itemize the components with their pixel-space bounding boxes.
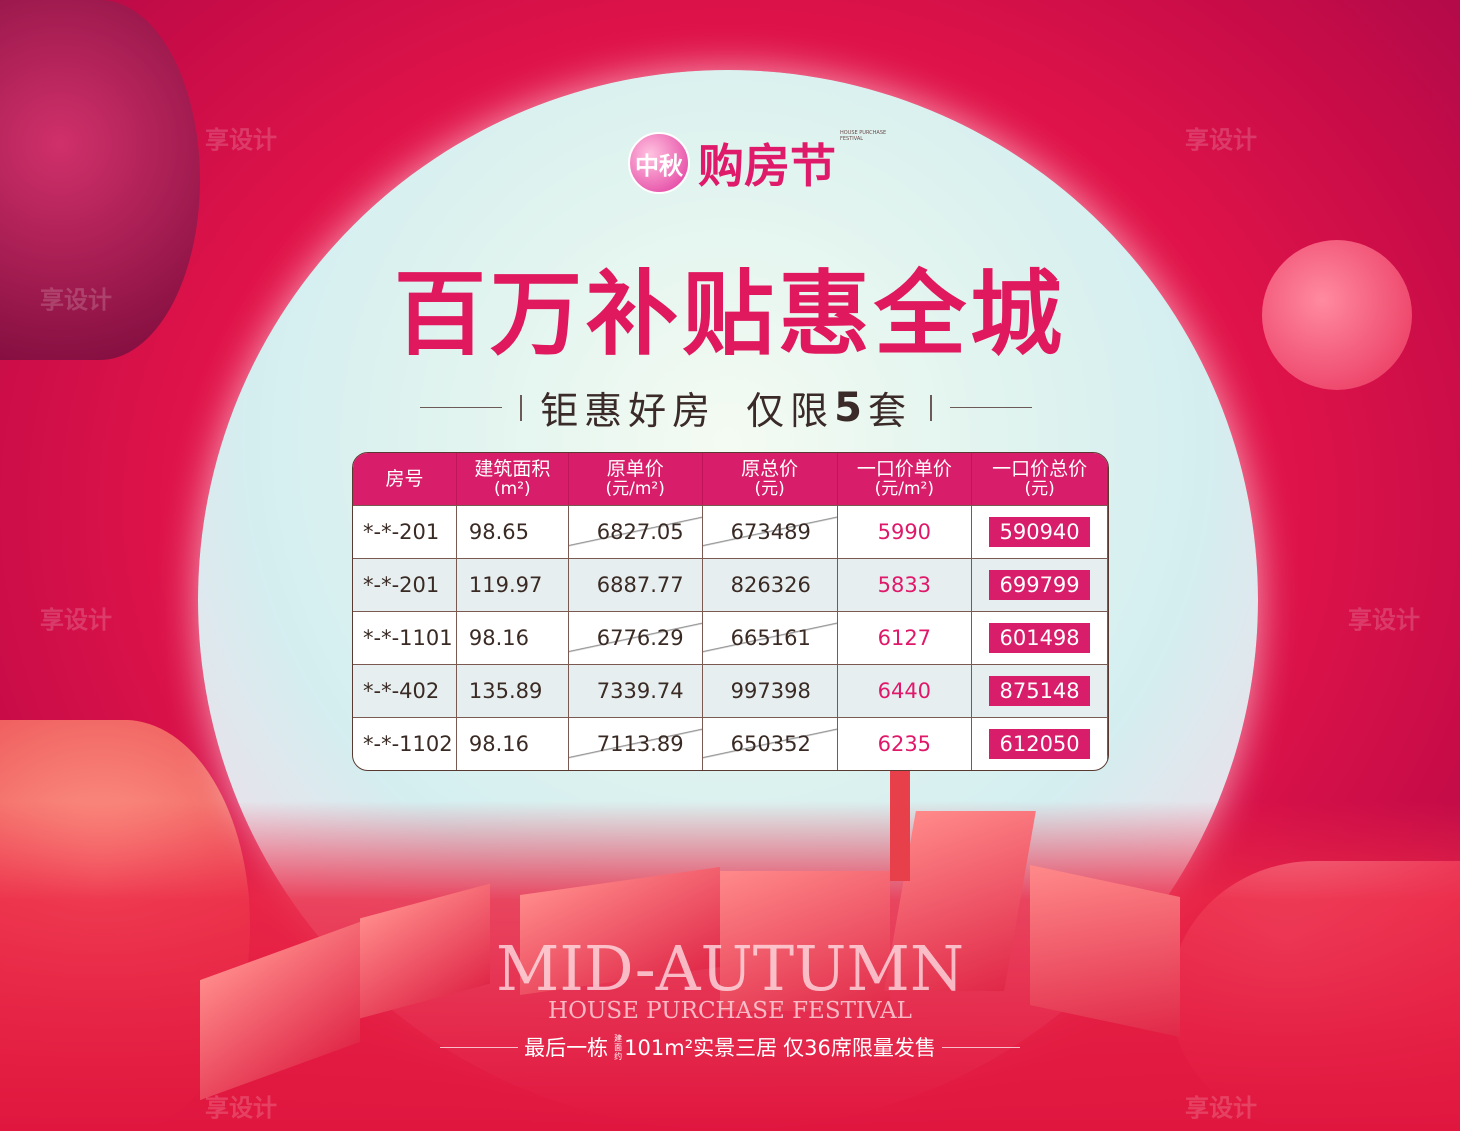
column-header: 原单价 (元/m²) <box>568 453 703 505</box>
table-cell: 5833 <box>837 558 973 611</box>
table-cell: *-*-201 <box>353 505 457 558</box>
bottom-slogan: 最后一栋 建面约 101m²实景三居 仅36席限量发售 <box>440 1032 1021 1062</box>
slogan-suffix: 仅36席限量发售 <box>783 1036 936 1060</box>
table-cell: 7113.89 <box>568 717 703 770</box>
watermark: 享设计 <box>1348 606 1420 634</box>
table-cell: 119.97 <box>456 558 569 611</box>
divider <box>520 394 523 421</box>
headline: 百万补贴惠全城 <box>393 261 1066 368</box>
table-cell: 699799 <box>972 558 1108 611</box>
table-cell: 6776.29 <box>568 611 703 664</box>
table-cell: 650352 <box>702 717 838 770</box>
slogan-area: 101m²实景三居 <box>624 1036 778 1060</box>
divider <box>440 1046 519 1048</box>
table-cell: 98.65 <box>456 505 569 558</box>
planet-top-left <box>0 0 200 360</box>
city-illustration <box>0 771 1460 1131</box>
watermark: 享设计 <box>205 1094 277 1122</box>
table-cell: 590940 <box>972 505 1108 558</box>
column-header: 原总价 (元) <box>702 453 838 505</box>
table-cell: 875148 <box>972 664 1108 717</box>
header-unit: (元/m²) <box>874 479 935 499</box>
column-header: 建筑面积 (m²) <box>456 453 569 505</box>
table-row: *-*-1101 98.16 6776.29 665161 6127 601498 <box>353 611 1108 664</box>
price-badge: 601498 <box>989 623 1090 653</box>
table-cell: 612050 <box>972 717 1108 770</box>
subheadline-part1: 钜惠好房 <box>540 389 717 433</box>
logo-main-text: 购房节 <box>698 139 836 193</box>
fine-print <box>415 1068 1045 1078</box>
divider <box>941 1046 1021 1048</box>
festival-logo: 中秋 购房节 HOUSE PURCHASE FESTIVAL <box>628 130 890 196</box>
header-label: 建筑面积 <box>474 458 551 480</box>
column-header: 房号 <box>353 453 457 505</box>
watermark: 享设计 <box>1185 1094 1257 1122</box>
table-cell: 135.89 <box>456 664 569 717</box>
table-cell: 98.16 <box>456 611 569 664</box>
english-subtitle: HOUSE PURCHASE FESTIVAL <box>548 998 912 1024</box>
watermark: 享设计 <box>40 606 112 634</box>
planet-right <box>1262 240 1412 390</box>
table-cell: 673489 <box>702 505 838 558</box>
table-cell: *-*-402 <box>353 664 457 717</box>
divider <box>420 407 503 408</box>
price-badge: 590940 <box>989 517 1090 547</box>
table-cell: 6827.05 <box>568 505 703 558</box>
table-row: *-*-402 135.89 7339.74 997398 6440 875148 <box>353 664 1108 717</box>
price-badge: 699799 <box>989 570 1090 600</box>
table-cell: 826326 <box>702 558 838 611</box>
column-header: 一口价单价 (元/m²) <box>837 453 973 505</box>
divider <box>929 394 932 421</box>
table-cell: *-*-1102 <box>353 717 457 770</box>
table-cell: 98.16 <box>456 717 569 770</box>
table-row: *-*-201 119.97 6887.77 826326 5833 699799 <box>353 558 1108 611</box>
header-unit: (元) <box>1024 479 1055 499</box>
table-cell: *-*-201 <box>353 558 457 611</box>
slogan-area-label: 建面约 <box>614 1033 623 1061</box>
subheadline-suffix: 套 <box>867 389 912 433</box>
table-cell: 7339.74 <box>568 664 703 717</box>
table-cell: 601498 <box>972 611 1108 664</box>
subheadline: 钜惠好房 仅限 5 套 <box>420 380 1033 435</box>
header-label: 原总价 <box>741 458 799 480</box>
table-row: *-*-1102 98.16 7113.89 650352 6235 612050 <box>353 717 1108 770</box>
english-title: MID-AUTUMN <box>495 932 965 1005</box>
logo-circle: 中秋 <box>628 132 690 194</box>
table-cell: 997398 <box>702 664 838 717</box>
table-cell: *-*-1101 <box>353 611 457 664</box>
table-cell: 6440 <box>837 664 973 717</box>
header-unit: (元) <box>754 479 785 499</box>
subheadline-prefix: 仅限 <box>746 389 835 433</box>
watermark: 享设计 <box>1185 126 1257 154</box>
watermark: 享设计 <box>205 126 277 154</box>
price-badge: 612050 <box>989 729 1090 759</box>
logo-small-text: HOUSE PURCHASE FESTIVAL <box>840 130 887 142</box>
subheadline-count: 5 <box>834 384 868 431</box>
table-cell: 6127 <box>837 611 973 664</box>
slogan-prefix: 最后一栋 <box>524 1036 609 1060</box>
table-cell: 5990 <box>837 505 973 558</box>
column-header: 一口价总价 (元) <box>972 453 1108 505</box>
header-label: 一口价总价 <box>992 458 1088 480</box>
header-unit: (元/m²) <box>605 479 665 499</box>
price-table: 房号 建筑面积 (m²) 原单价 (元/m²) 原总价 (元) 一口价单价 (元/m²) 一口价总… <box>352 452 1109 771</box>
price-badge: 875148 <box>989 676 1090 706</box>
header-label: 原单价 <box>606 458 664 480</box>
header-label: 房号 <box>385 468 424 490</box>
divider <box>949 407 1033 408</box>
table-cell: 665161 <box>702 611 838 664</box>
table-row: *-*-201 98.65 6827.05 673489 5990 590940 <box>353 505 1108 558</box>
table-cell: 6235 <box>837 717 973 770</box>
header-label: 一口价单价 <box>856 458 952 480</box>
table-cell: 6887.77 <box>568 558 703 611</box>
header-unit: (m²) <box>494 479 531 499</box>
watermark: 享设计 <box>40 286 112 314</box>
